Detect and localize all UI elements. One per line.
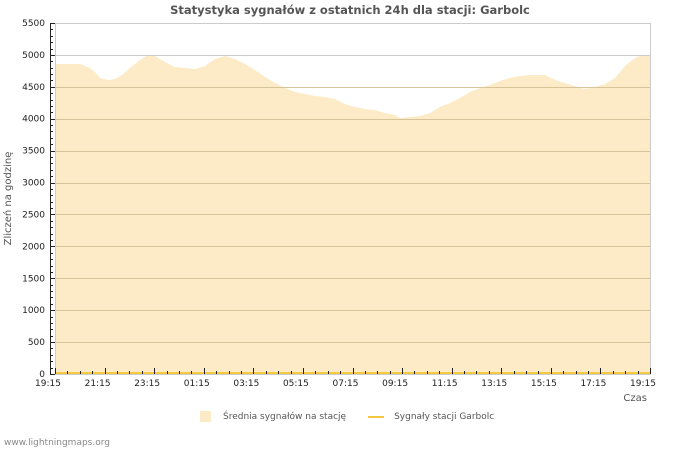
chart-title: Statystyka sygnałów z ostatnich 24h dla …: [170, 3, 530, 17]
x-tick-label: 03:15: [233, 379, 259, 389]
x-tick-label: 23:15: [134, 379, 160, 389]
y-tick-label: 1000: [22, 306, 45, 316]
y-tick-label: 0: [39, 370, 45, 380]
legend-line-swatch: [368, 415, 385, 418]
legend-area-label: Średnia sygnałów na stację: [223, 411, 347, 422]
legend: Średnia sygnałów na stację Sygnały stacj…: [200, 411, 494, 422]
x-tick-label: 01:15: [184, 379, 210, 389]
x-tick-label: 15:15: [531, 379, 557, 389]
y-tick-label: 1500: [22, 274, 45, 284]
y-tick-label: 2500: [22, 210, 45, 220]
plot-frame: [55, 23, 651, 375]
y-tick-label: 3000: [22, 179, 45, 189]
y-tick-label: 5000: [22, 51, 45, 61]
footer-credit: www.lightningmaps.org: [4, 438, 110, 448]
x-axis-title: Czas: [623, 393, 647, 404]
x-tick-label: 13:15: [481, 379, 507, 389]
x-tick-label: 19:15: [35, 379, 61, 389]
y-tick-label: 500: [28, 338, 45, 348]
x-tick-label: 11:15: [432, 379, 458, 389]
x-tick-label: 09:15: [382, 379, 408, 389]
x-tick-label: 17:15: [580, 379, 606, 389]
x-tick-label: 05:15: [283, 379, 309, 389]
y-tick-label: 4500: [22, 83, 45, 93]
x-tick-label: 21:15: [85, 379, 111, 389]
legend-line-label: Sygnały stacji Garbolc: [394, 411, 495, 422]
y-tick-label: 3500: [22, 147, 45, 157]
legend-area-swatch: [200, 411, 211, 422]
y-tick-label: 5500: [22, 19, 45, 29]
x-tick-label: 07:15: [333, 379, 359, 389]
y-axis-title: Zliczeń na godzinę: [2, 152, 14, 246]
y-tick-label: 2000: [22, 242, 45, 252]
x-tick-label: 19:15: [630, 379, 656, 389]
y-tick-label: 4000: [22, 115, 45, 125]
